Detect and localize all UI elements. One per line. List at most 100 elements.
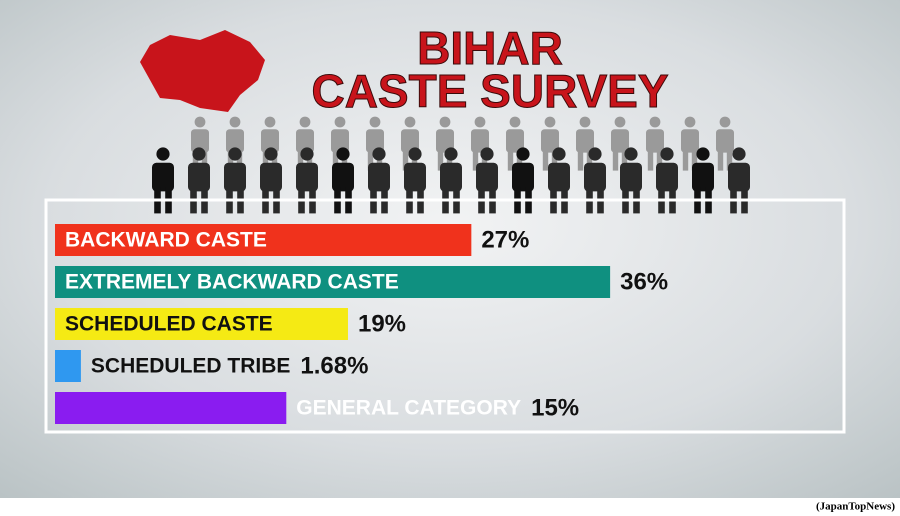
person-leg [472, 149, 479, 171]
person-body [296, 129, 314, 153]
bar [55, 350, 81, 382]
person-leg [201, 149, 208, 171]
person-body [541, 129, 559, 153]
value-label: 1.68% [300, 352, 368, 379]
bar-label: SCHEDULED CASTE [65, 313, 273, 336]
person-leg [227, 149, 234, 171]
person-body [368, 162, 390, 192]
person-body [656, 162, 678, 192]
person-body [191, 129, 209, 153]
person-leg [542, 149, 549, 171]
person-leg [332, 149, 339, 171]
person-body [611, 129, 629, 153]
person-body [224, 162, 246, 192]
person-head [696, 147, 710, 161]
person-head [299, 116, 311, 128]
person-body [512, 162, 534, 192]
title-line: BIHAR [417, 22, 563, 74]
person-leg [647, 149, 654, 171]
person-head [649, 116, 661, 128]
person-body [226, 129, 244, 153]
person-head [228, 147, 242, 161]
person-head [624, 147, 638, 161]
value-label: 19% [358, 310, 406, 337]
person-body [404, 162, 426, 192]
person-head [192, 147, 206, 161]
person-head [300, 147, 314, 161]
person-body [471, 129, 489, 153]
title-line: CASTE SURVEY [311, 65, 668, 117]
person-leg [691, 149, 698, 171]
person-body [366, 129, 384, 153]
bar [55, 266, 611, 298]
person-leg [612, 149, 619, 171]
person-head [516, 147, 530, 161]
value-label: 15% [531, 394, 579, 421]
person-leg [507, 149, 514, 171]
person-body [261, 129, 279, 153]
person-body [260, 162, 282, 192]
person-body [692, 162, 714, 192]
person-body [401, 129, 419, 153]
person-body [188, 162, 210, 192]
person-leg [402, 149, 409, 171]
person-body [506, 129, 524, 153]
person-body [440, 162, 462, 192]
bar-label: EXTREMELY BACKWARD CASTE [65, 271, 399, 294]
person-body [436, 129, 454, 153]
source: (JapanTopNews) [816, 501, 895, 513]
person-head [408, 147, 422, 161]
person-leg [192, 149, 199, 171]
person-head [369, 116, 381, 128]
person-body [646, 129, 664, 153]
bar [55, 392, 287, 424]
person-head [660, 147, 674, 161]
person-body [576, 129, 594, 153]
person-body [548, 162, 570, 192]
value-label: 36% [620, 268, 668, 295]
person-head [684, 116, 696, 128]
person-head [719, 116, 731, 128]
person-head [229, 116, 241, 128]
person-leg [367, 149, 374, 171]
person-body [584, 162, 606, 192]
bar-label: SCHEDULED TRIBE [91, 355, 291, 378]
bar-label: GENERAL CATEGORY [296, 397, 521, 420]
person-leg [577, 149, 584, 171]
person-head [372, 147, 386, 161]
person-leg [586, 149, 593, 171]
bihar-map [140, 30, 265, 112]
person-body [152, 162, 174, 192]
bar-label: BACKWARD CASTE [65, 229, 267, 252]
person-leg [717, 149, 724, 171]
person-head [614, 116, 626, 128]
value-label: 27% [481, 226, 529, 253]
person-head [404, 116, 416, 128]
person-leg [621, 149, 628, 171]
bar [55, 308, 348, 340]
person-leg [262, 149, 269, 171]
person-head [264, 116, 276, 128]
person-body [332, 162, 354, 192]
person-leg [271, 149, 278, 171]
person-body [331, 129, 349, 153]
person-head [336, 147, 350, 161]
person-head [732, 147, 746, 161]
person-head [552, 147, 566, 161]
person-body [296, 162, 318, 192]
person-head [156, 147, 170, 161]
person-head [480, 147, 494, 161]
person-leg [726, 149, 733, 171]
frame [44, 198, 846, 434]
person-head [588, 147, 602, 161]
person-body [620, 162, 642, 192]
person-leg [437, 149, 444, 171]
person-body [716, 129, 734, 153]
person-head [444, 147, 458, 161]
bar [55, 224, 472, 256]
person-head [544, 116, 556, 128]
person-head [474, 116, 486, 128]
person-head [334, 116, 346, 128]
person-body [681, 129, 699, 153]
